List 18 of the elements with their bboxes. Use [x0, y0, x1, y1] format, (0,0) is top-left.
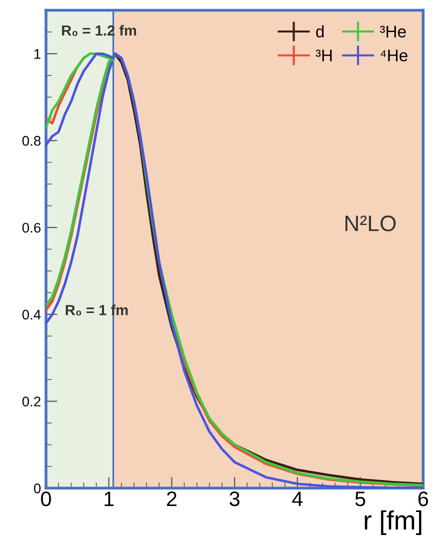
- x-tick-label: 2: [166, 491, 176, 506]
- y-tick-label: 0: [34, 483, 41, 494]
- y-tick-label: 0.8: [22, 136, 41, 146]
- x-tick-label: 5: [355, 492, 366, 506]
- legend-label: d: [316, 25, 324, 38]
- y-tick-label: 0.4: [22, 310, 41, 320]
- annotation: N²LO: [345, 216, 396, 232]
- legend-label: ³He: [380, 26, 406, 38]
- x-tick-label: 3: [230, 491, 240, 506]
- x-tick-label: 6: [418, 491, 428, 506]
- x-tick-label: 4: [292, 492, 303, 506]
- x-axis-title: r [fm]: [364, 510, 422, 535]
- y-tick-label: 0.2: [22, 396, 40, 406]
- y-tick-label: 0.6: [22, 222, 41, 233]
- x-tick-label: 1: [104, 492, 114, 506]
- legend-label: ⁴He: [380, 50, 408, 62]
- y-tick-label: 1: [34, 49, 40, 59]
- legend-label: ³H: [316, 50, 332, 62]
